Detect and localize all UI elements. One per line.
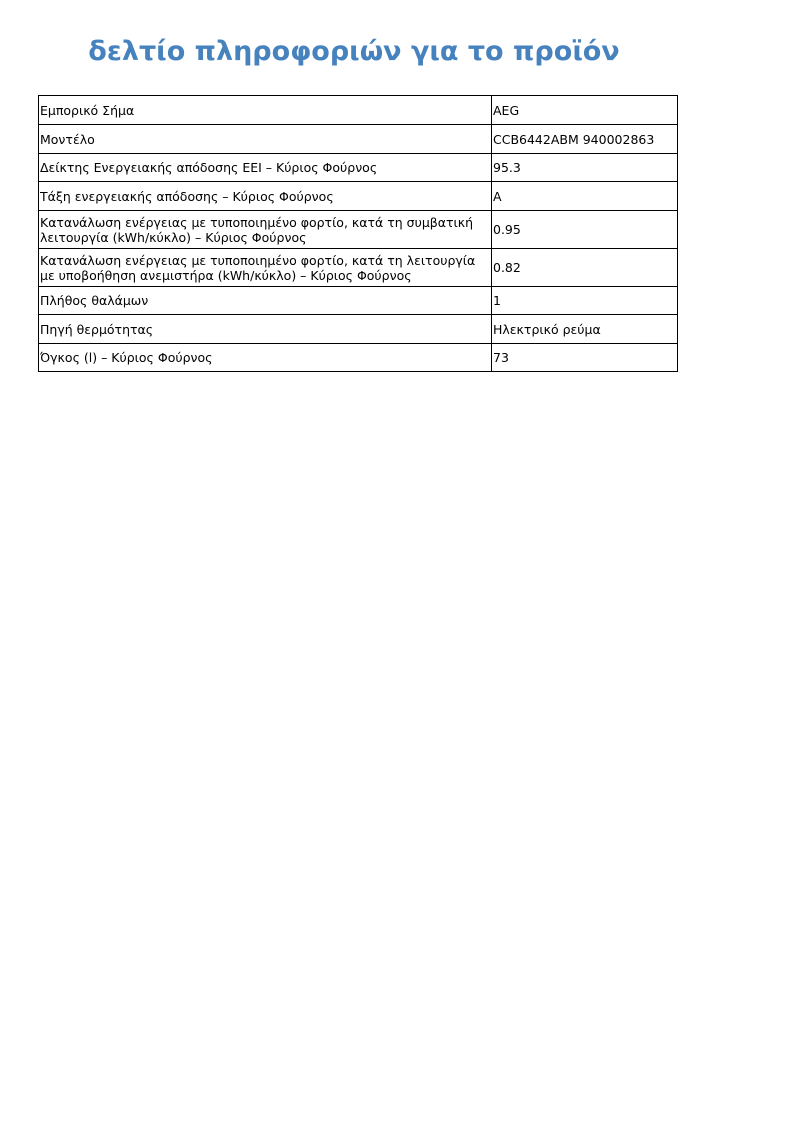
product-info-table: Εμπορικό Σήμα AEG Μοντέλο CCB6442ABM 94000… [38,95,678,372]
row-label: Πηγή θερμότητας [38,314,492,344]
row-label: Εμπορικό Σήμα [38,95,492,125]
table-row: Δείκτης Ενεργειακής απόδοσης EEI – Κύριο… [38,153,678,182]
table-row: Μοντέλο CCB6442ABM 940002863 [38,124,678,154]
row-value: Ηλεκτρικό ρεύμα [491,314,678,344]
table-row: Τάξη ενεργειακής απόδοσης – Κύριος Φούρν… [38,181,678,211]
row-label: Μοντέλο [38,124,492,154]
row-label: Όγκος (l) – Κύριος Φούρνος [38,343,492,372]
row-value: 0.82 [491,248,678,287]
row-value: A [491,181,678,211]
row-value: 0.95 [491,210,678,249]
table-row: Πλήθος θαλάμων 1 [38,286,678,315]
row-label: Κατανάλωση ενέργειας με τυποποιημένο φορ… [38,210,492,249]
row-value: 95.3 [491,153,678,182]
row-value: CCB6442ABM 940002863 [491,124,678,154]
row-value: AEG [491,95,678,125]
row-value: 1 [491,286,678,315]
table-row: Κατανάλωση ενέργειας με τυποποιημένο φορ… [38,210,678,249]
table-row: Κατανάλωση ενέργειας με τυποποιημένο φορ… [38,248,678,287]
row-label: Κατανάλωση ενέργειας με τυποποιημένο φορ… [38,248,492,287]
row-value: 73 [491,343,678,372]
row-label: Δείκτης Ενεργειακής απόδοσης EEI – Κύριο… [38,153,492,182]
table-row: Πηγή θερμότητας Ηλεκτρικό ρεύμα [38,314,678,344]
row-label: Τάξη ενεργειακής απόδοσης – Κύριος Φούρν… [38,181,492,211]
row-label: Πλήθος θαλάμων [38,286,492,315]
table-row: Εμπορικό Σήμα AEG [38,95,678,125]
page-title: δελτίο πληροφοριών για το προϊόν [88,36,620,67]
table-row: Όγκος (l) – Κύριος Φούρνος 73 [38,343,678,372]
